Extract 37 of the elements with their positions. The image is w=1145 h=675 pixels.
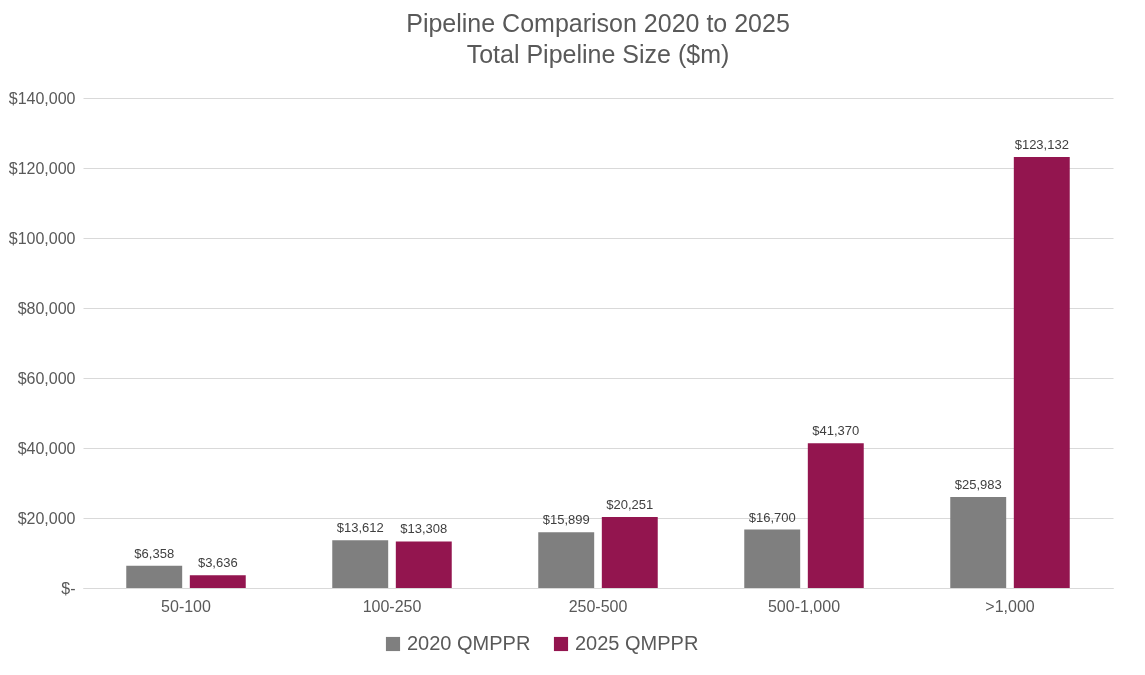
- legend-label: 2025 QMPPR: [575, 632, 699, 654]
- bar: [126, 565, 183, 588]
- data-label: $41,370: [812, 423, 860, 439]
- y-tick-label: $60,000: [17, 369, 76, 387]
- data-label: $15,899: [542, 512, 590, 528]
- data-label: $16,700: [748, 509, 796, 525]
- bar: [538, 532, 595, 588]
- bar: [601, 517, 658, 588]
- x-tick-label: 50-100: [161, 597, 212, 615]
- data-label: $6,358: [134, 545, 175, 561]
- data-label: $25,983: [954, 477, 1002, 493]
- bar: [332, 540, 389, 588]
- data-label: $3,636: [197, 555, 238, 571]
- y-tick-label: $-: [61, 579, 76, 597]
- data-label: $13,612: [336, 520, 384, 536]
- bar: [1013, 157, 1070, 588]
- data-label: $13,308: [400, 521, 448, 537]
- data-label: $123,132: [1014, 137, 1069, 153]
- legend-label: 2020 QMPPR: [407, 632, 531, 654]
- y-tick-label: $20,000: [17, 509, 76, 527]
- bar: [395, 541, 452, 588]
- bar: [807, 443, 864, 588]
- x-tick-label: 100-250: [362, 597, 422, 615]
- chart-title: Pipeline Comparison 2020 to 2025: [406, 9, 790, 37]
- x-tick-label: 500-1,000: [767, 597, 841, 615]
- y-tick-label: $100,000: [8, 229, 76, 247]
- y-tick-label: $140,000: [8, 89, 76, 107]
- y-tick-label: $120,000: [8, 159, 76, 177]
- data-label: $20,251: [606, 497, 654, 513]
- x-tick-label: >1,000: [985, 597, 1035, 615]
- bar: [950, 497, 1007, 588]
- x-tick-label: 250-500: [568, 597, 628, 615]
- bar: [744, 529, 801, 588]
- y-tick-label: $40,000: [17, 439, 76, 457]
- chart-subtitle: Total Pipeline Size ($m): [466, 40, 730, 68]
- bar: [189, 575, 246, 588]
- y-tick-label: $80,000: [17, 299, 76, 317]
